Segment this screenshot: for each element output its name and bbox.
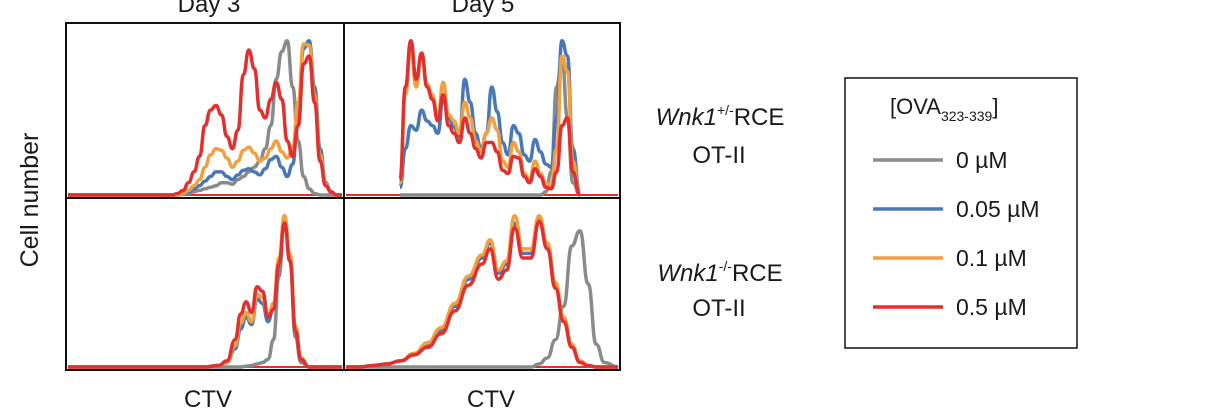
legend-title-suffix: ] (992, 94, 998, 119)
histogram-curves (68, 38, 619, 369)
row-label-ko-line1: Wnk1-/-RCE (657, 258, 782, 287)
legend-label-3: 0.1 µM (956, 245, 1027, 271)
column-title-day3: Day 3 (178, 0, 241, 18)
legend: [OVA323-339] 0 µM 0.05 µM 0.1 µM 0.5 µM (844, 77, 1078, 349)
legend-frame (844, 77, 1078, 349)
row-label-ko: Wnk1-/-RCE OT-II (657, 258, 782, 322)
legend-label-4: 0.5 µM (956, 294, 1027, 320)
row-label-het-gene: Wnk1 (656, 104, 717, 131)
panel-3-series-1-line (68, 213, 342, 369)
panel-frames (65, 22, 621, 371)
legend-label-2: 0.05 µM (956, 196, 1040, 222)
panel-frame-day5-het (343, 22, 621, 199)
x-axis-label-day3: CTV (184, 386, 232, 413)
panel-3-series-3-line (68, 213, 342, 369)
legend-title: [OVA323-339] (890, 94, 998, 124)
row-label-het-line2: OT-II (692, 142, 745, 169)
legend-title-subscript: 323-339 (941, 108, 993, 124)
row-label-ko-gene: Wnk1 (657, 260, 718, 287)
panel-frame-day3-ko (65, 197, 345, 371)
row-label-het-genotype: +/- (717, 102, 734, 118)
y-axis-label: Cell number (16, 133, 44, 268)
x-axis-label-day5: CTV (467, 386, 515, 413)
row-label-het-line1: Wnk1+/-RCE (656, 102, 785, 131)
row-label-het: Wnk1+/-RCE OT-II (656, 102, 785, 169)
legend-label-1: 0 µM (956, 147, 1008, 173)
legend-items: 0 µM 0.05 µM 0.1 µM 0.5 µM (873, 147, 1040, 320)
panel-4-series-1-line (346, 228, 619, 369)
panel-4-series-4-line (346, 219, 618, 369)
row-label-het-suffix: RCE (734, 104, 785, 131)
panel-2-series-1-line (400, 54, 581, 197)
panel-4-series-2-line (346, 216, 618, 369)
panel-frame-day5-ko (343, 197, 621, 371)
column-title-day5: Day 5 (452, 0, 515, 18)
row-label-ko-line2: OT-II (692, 295, 745, 322)
panel-3-series-2-line (68, 216, 342, 369)
panel-2-series-4-line (398, 38, 582, 197)
panel-1-series-4-line (68, 48, 342, 197)
panel-2-series-2-line (398, 38, 582, 197)
panel-3-series-4-line (68, 221, 342, 369)
row-label-ko-suffix: RCE (732, 260, 783, 287)
row-label-ko-genotype: -/- (719, 258, 733, 274)
legend-title-prefix: [OVA (890, 94, 941, 119)
